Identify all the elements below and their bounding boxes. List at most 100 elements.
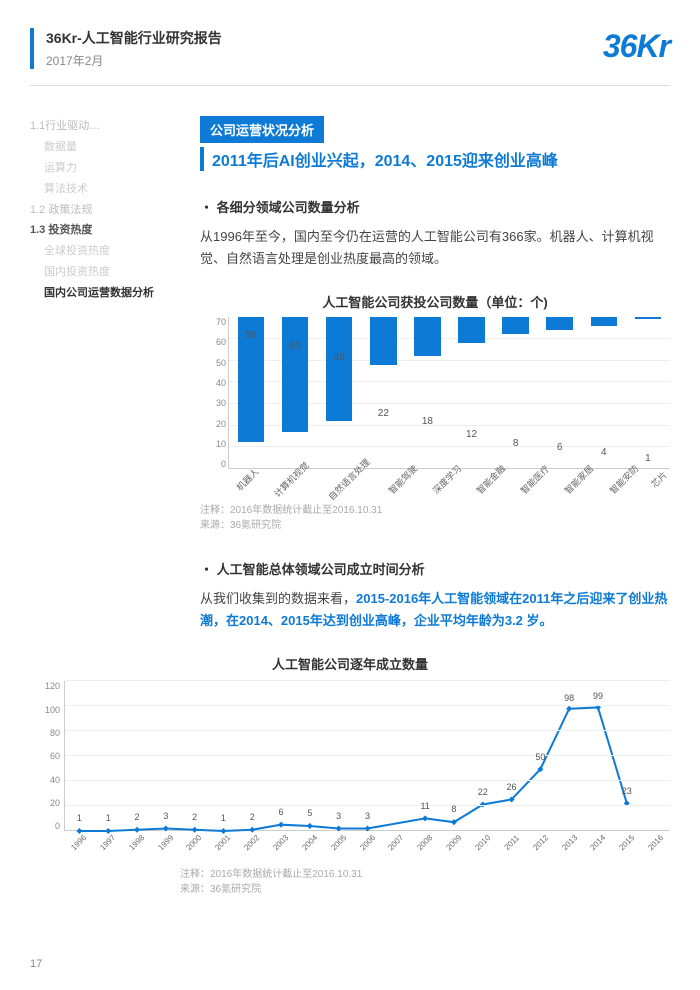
bar-chart-yaxis: 70 60 50 40 30 20 10 0 (200, 317, 226, 469)
line-chart-footnote: 注释：2016年数据统计截止至2016.10.31 来源：36氪研究院 (30, 867, 670, 897)
toc-item[interactable]: 数据量 (30, 137, 180, 158)
line-value-label: 1 (106, 813, 111, 823)
bar-column: 48 (317, 317, 361, 468)
line-ytick: 80 (30, 728, 60, 738)
bar-ytick: 30 (200, 398, 226, 408)
toc-item[interactable]: 国内投资热度 (30, 262, 180, 283)
body-wrap: 1.1行业驱动…数据量运算力算法技术1.2 政策法规1.3 投资热度全球投资热度… (0, 86, 700, 632)
line-ytick: 120 (30, 681, 60, 691)
main-content: 公司运营状况分析 2011年后AI创业兴起，2014、2015迎来创业高峰 各细… (180, 116, 670, 632)
line-value-label: 2 (250, 812, 255, 822)
bar-ytick: 10 (200, 439, 226, 449)
logo-36kr: 36Kr (603, 28, 670, 65)
bar-chart-plot: 5853482218128641 (228, 317, 670, 469)
line-chart-xaxis: 1996199719981999200020012002200320042005… (64, 831, 670, 861)
line-value-label: 1 (221, 813, 226, 823)
line-marker (307, 823, 313, 829)
section2-body: 从我们收集到的数据来看，2015-2016年人工智能领域在2011年之后迎来了创… (200, 588, 670, 632)
bar-xlabel: 智能驾驶 (385, 462, 430, 507)
line-marker (422, 816, 428, 822)
line-marker (278, 822, 284, 828)
page-header: 36Kr-人工智能行业研究报告 2017年2月 36Kr (0, 0, 700, 77)
line-ytick: 100 (30, 705, 60, 715)
bar-xlabel: 智能家居 (562, 462, 607, 507)
bar-ytick: 60 (200, 337, 226, 347)
bar-value-label: 6 (557, 442, 563, 453)
bar-column: 22 (361, 317, 405, 468)
bar-column: 53 (273, 317, 317, 468)
bar-ytick: 70 (200, 317, 226, 327)
footnote1-line2: 来源：36氪研究院 (200, 518, 670, 533)
bar-value-label: 8 (513, 438, 519, 449)
bar-value-label: 18 (422, 416, 433, 427)
bar-value-label: 22 (378, 408, 389, 419)
bar-column: 12 (449, 317, 493, 468)
toc-item[interactable]: 1.1行业驱动… (30, 116, 180, 137)
toc-item[interactable]: 运算力 (30, 158, 180, 179)
toc-item[interactable]: 全球投资热度 (30, 241, 180, 262)
section1-subtitle: 各细分领域公司数量分析 (200, 197, 670, 216)
line-value-label: 5 (307, 808, 312, 818)
footnote2-line1: 注释：2016年数据统计截止至2016.10.31 (180, 867, 670, 882)
section-badge: 公司运营状况分析 (200, 116, 324, 143)
page-number: 17 (30, 958, 42, 970)
bar-chart-title: 人工智能公司获投公司数量（单位：个) (200, 292, 670, 311)
bar-rect (326, 317, 352, 421)
section2-subtitle: 人工智能总体领域公司成立时间分析 (200, 559, 670, 578)
bar-rect (370, 317, 396, 364)
bar-column: 6 (538, 317, 582, 468)
bar-ytick: 0 (200, 459, 226, 469)
bar-xlabel: 机器人 (233, 465, 272, 504)
logo-suffix: Kr (636, 28, 670, 64)
line-value-label: 26 (507, 782, 517, 792)
table-of-contents: 1.1行业驱动…数据量运算力算法技术1.2 政策法规1.3 投资热度全球投资热度… (30, 116, 180, 632)
bar-column: 1 (626, 317, 670, 468)
bar-value-label: 12 (466, 429, 477, 440)
line-value-label: 23 (622, 786, 632, 796)
bar-xlabel: 智能安防 (606, 462, 651, 507)
line-chart: 120100806040200 112321265331182226509899… (30, 681, 670, 861)
footnote2-line2: 来源：36氪研究院 (180, 882, 670, 897)
bar-ytick: 50 (200, 358, 226, 368)
line-value-label: 3 (336, 811, 341, 821)
bar-xlabel: 智能金融 (473, 462, 518, 507)
line-value-label: 3 (365, 811, 370, 821)
bar-rect (635, 317, 661, 319)
bar-column: 4 (582, 317, 626, 468)
section2-body-prefix: 从我们收集到的数据来看， (200, 591, 356, 606)
toc-item[interactable]: 国内公司运营数据分析 (30, 283, 180, 304)
bar-ytick: 40 (200, 378, 226, 388)
bar-chart-footnote: 注释：2016年数据统计截止至2016.10.31 来源：36氪研究院 (200, 503, 670, 533)
bar-xlabel: 芯片 (648, 468, 681, 501)
line-value-label: 11 (420, 801, 429, 811)
footnote1-line1: 注释：2016年数据统计截止至2016.10.31 (200, 503, 670, 518)
line-chart-section: 人工智能公司逐年成立数量 120100806040200 11232126533… (30, 654, 670, 897)
bar-rect (458, 317, 484, 343)
toc-item[interactable]: 1.3 投资热度 (30, 220, 180, 241)
logo-prefix: 36 (603, 28, 637, 64)
section1-body: 从1996年至今，国内至今仍在运营的人工智能公司有366家。机器人、计算机视觉、… (200, 226, 670, 270)
line-ytick: 60 (30, 751, 60, 761)
line-value-label: 98 (564, 693, 574, 703)
line-value-label: 2 (135, 812, 140, 822)
line-value-label: 6 (279, 807, 284, 817)
line-value-label: 8 (451, 804, 456, 814)
bar-ytick: 20 (200, 419, 226, 429)
main-title: 2011年后AI创业兴起，2014、2015迎来创业高峰 (200, 147, 670, 171)
line-chart-plot: 11232126533118222650989923 (64, 681, 670, 831)
line-ytick: 0 (30, 821, 60, 831)
report-title: 36Kr-人工智能行业研究报告 (46, 28, 222, 48)
line-xlabel: 2016 (643, 830, 685, 872)
bar-xlabel: 智能医疗 (518, 462, 563, 507)
toc-item[interactable]: 1.2 政策法规 (30, 200, 180, 221)
bar-chart: 706050403020100 5853482218128641 机器人计算机视… (200, 317, 670, 497)
bar-rect (546, 317, 572, 330)
bar-column: 8 (494, 317, 538, 468)
header-left: 36Kr-人工智能行业研究报告 2017年2月 (30, 28, 222, 69)
toc-item[interactable]: 算法技术 (30, 179, 180, 200)
line-series (79, 708, 626, 832)
line-value-label: 22 (478, 787, 488, 797)
line-value-label: 50 (535, 752, 545, 762)
line-value-label: 2 (192, 812, 197, 822)
bar-rect (502, 317, 528, 334)
